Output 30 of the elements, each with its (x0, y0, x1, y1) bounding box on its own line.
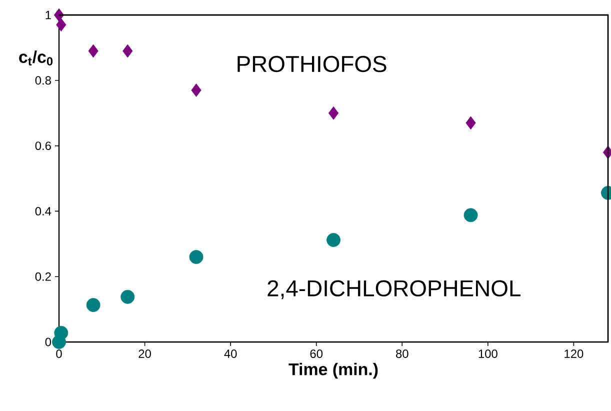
point (328, 106, 339, 120)
y-tick-label: 0.6 (35, 142, 51, 150)
point (86, 298, 100, 312)
x-axis-title: Time (min.) (288, 362, 378, 379)
point (122, 44, 133, 58)
point (88, 44, 98, 58)
point (54, 326, 68, 340)
point (120, 290, 135, 304)
point (191, 84, 202, 97)
x-tick-label: 0 (56, 350, 62, 358)
y-tick-label: 0.4 (35, 206, 52, 216)
text: 2,4-DICHLOROPHENOL (268, 280, 520, 300)
x-tick-label: 20 (138, 350, 151, 358)
x-tick-label: 100 (478, 350, 498, 358)
y-tick-label: 0 (45, 338, 52, 346)
y-tick-label: 0.8 (35, 76, 51, 85)
x-tick-label: 120 (564, 350, 584, 358)
y-tick-label: 1 (46, 10, 51, 20)
point (56, 18, 66, 32)
y-axis-title: c$_{t}$/c$_{0}$ (19, 50, 53, 66)
y-tick-label: 0.2 (35, 272, 51, 281)
point (466, 116, 476, 130)
x-tick-label: 80 (396, 350, 408, 358)
x-tick-label: 60 (310, 350, 323, 358)
point (189, 250, 204, 264)
series-label: PROTHIOFOS (238, 56, 386, 72)
point (54, 8, 64, 22)
point (464, 208, 478, 222)
x-tick-label: 40 (224, 350, 237, 358)
point (326, 233, 340, 247)
